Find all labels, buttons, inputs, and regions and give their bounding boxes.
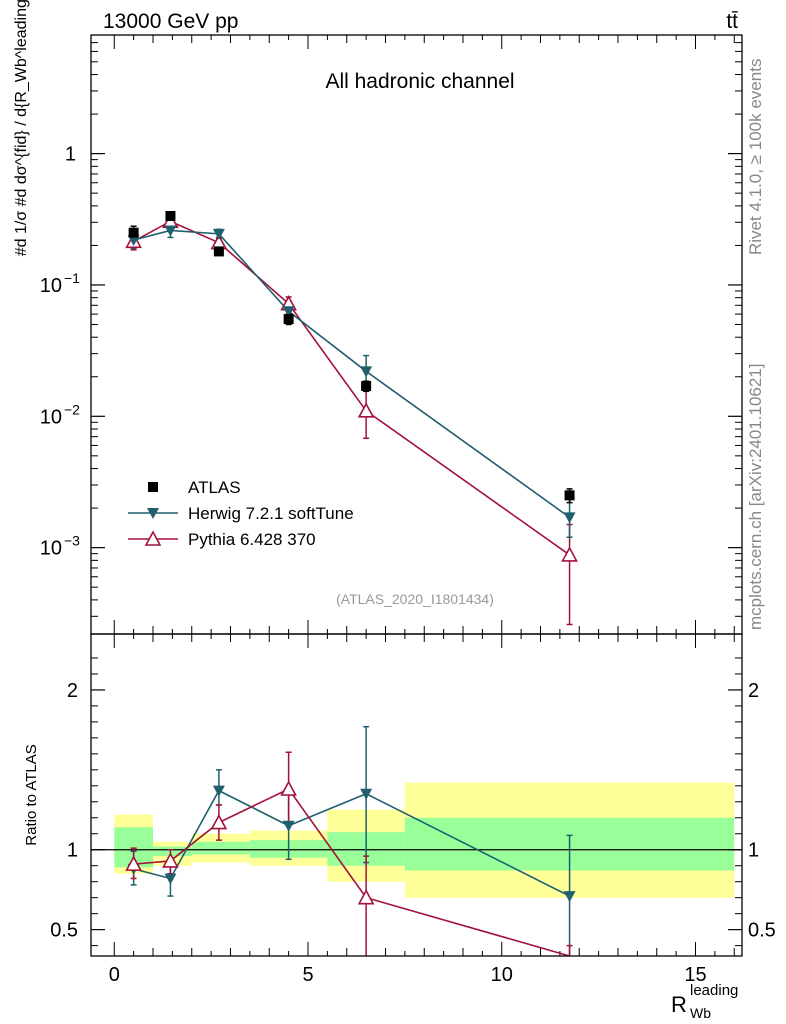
data-point-pythia: [144, 530, 162, 546]
legend-entry: Pythia 6.428 370: [188, 530, 316, 549]
data-point-atlas: [213, 246, 224, 257]
ratio-panel: 0 5 10 15 0.5 0.5 1 1 2 2 Ratio to ATLAS R leadin…: [23, 633, 776, 1021]
data-point-herwig: [360, 366, 373, 378]
legend-entry: Herwig 7.2.1 softTune: [188, 504, 354, 523]
data-point-atlas: [283, 314, 294, 325]
x-tick-label: 5: [302, 964, 313, 986]
uncertainty-band-inner: [191, 841, 250, 855]
x-tick-label: 15: [684, 964, 706, 986]
ratio-y-tick-label: 2: [67, 680, 78, 702]
data-point-herwig: [360, 788, 373, 800]
data-point-herwig: [212, 785, 225, 797]
data-point-atlas: [148, 482, 158, 492]
data-point-herwig: [563, 891, 576, 903]
main-y-axis-label: #d 1/σ #d dσ^{fid} / d{R_Wb^leading}: [13, 0, 30, 256]
x-axis-label: R leading Wb: [671, 982, 738, 1021]
data-point-herwig: [563, 512, 576, 524]
rivet-version-label: Rivet 4.1.0, ≥ 100k events: [746, 58, 765, 255]
legend: ATLAS Herwig 7.2.1 softTune Pythia 6.428 3…: [128, 478, 354, 549]
data-point-herwig: [164, 873, 177, 885]
ratio-y-tick-label-right: 1: [748, 840, 759, 862]
ratio-plot-area: 0 5 10 15 0.5 0.5 1 1 2 2: [50, 634, 776, 986]
process-label: tt̄: [726, 10, 738, 33]
y-tick-exponent: −1: [64, 270, 80, 286]
data-point-pythia: [162, 852, 179, 868]
ratio-series-group: [125, 725, 576, 956]
uncertainty-band-inner: [153, 846, 192, 857]
data-point-herwig: [164, 225, 177, 237]
data-point-herwig: [212, 228, 225, 240]
ratio-y-axis-label: Ratio to ATLAS: [23, 744, 40, 845]
data-point-atlas: [564, 490, 575, 501]
data-point-herwig: [282, 820, 295, 832]
ratio-line-herwig: [133, 789, 570, 897]
x-axis-label-sub: Wb: [690, 1005, 711, 1021]
x-axis-label-main: R: [671, 992, 687, 1017]
energy-label: 13000 GeV pp: [103, 10, 238, 33]
y-tick-exponent: −3: [64, 533, 80, 549]
x-tick-label: 0: [109, 964, 120, 986]
legend-entry: ATLAS: [188, 478, 241, 497]
ratio-frame: [90, 633, 743, 957]
data-point-pythia: [561, 546, 578, 562]
data-point-pythia: [210, 813, 228, 830]
y-tick-label: 1: [65, 144, 76, 166]
x-axis-label-sup: leading: [690, 982, 738, 999]
data-point-pythia: [357, 402, 375, 418]
x-tick-label: 10: [491, 964, 513, 986]
series-line-herwig: [133, 229, 571, 519]
ratio-y-tick-label: 0.5: [50, 920, 78, 942]
y-tick-label: 10: [40, 275, 62, 297]
main-panel: 10 −310 −210 −11 All hadronic channel (ATLA…: [13, 0, 743, 635]
data-point-pythia: [125, 855, 142, 871]
ratio-y-tick-label-right: 0.5: [748, 920, 776, 942]
y-tick-label: 10: [40, 406, 62, 428]
mcplots-label: mcplots.cern.ch [arXiv:2401.10621]: [746, 363, 765, 630]
data-point-atlas: [128, 227, 139, 238]
data-point-herwig: [127, 234, 140, 246]
data-point-pythia: [280, 780, 297, 796]
ratio-line-pythia: [133, 787, 570, 956]
ratio-y-tick-label: 1: [67, 840, 78, 862]
y-tick-exponent: −2: [64, 401, 80, 417]
data-point-herwig: [282, 306, 295, 318]
analysis-label: (ATLAS_2020_I1801434): [336, 591, 494, 607]
ratio-y-tick-label-right: 2: [748, 680, 759, 702]
data-point-atlas: [361, 381, 372, 392]
main-title: All hadronic channel: [325, 70, 514, 93]
data-point-atlas: [165, 210, 176, 221]
main-plot-area: 10 −310 −210 −11: [40, 34, 742, 634]
data-point-pythia: [357, 888, 375, 905]
data-point-herwig: [147, 508, 159, 519]
y-tick-label: 10: [40, 538, 62, 560]
